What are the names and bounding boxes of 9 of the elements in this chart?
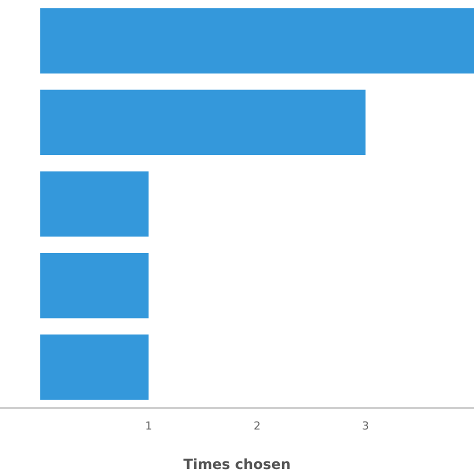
bar bbox=[40, 334, 149, 400]
x-axis-title: Times chosen bbox=[183, 457, 291, 474]
bar bbox=[40, 171, 149, 237]
x-tick-label: 2 bbox=[254, 419, 261, 432]
bar bbox=[40, 252, 149, 318]
x-tick-label: 3 bbox=[362, 419, 370, 432]
bar bbox=[40, 8, 474, 74]
bar bbox=[40, 90, 366, 156]
x-tick-label: 1 bbox=[145, 419, 152, 432]
